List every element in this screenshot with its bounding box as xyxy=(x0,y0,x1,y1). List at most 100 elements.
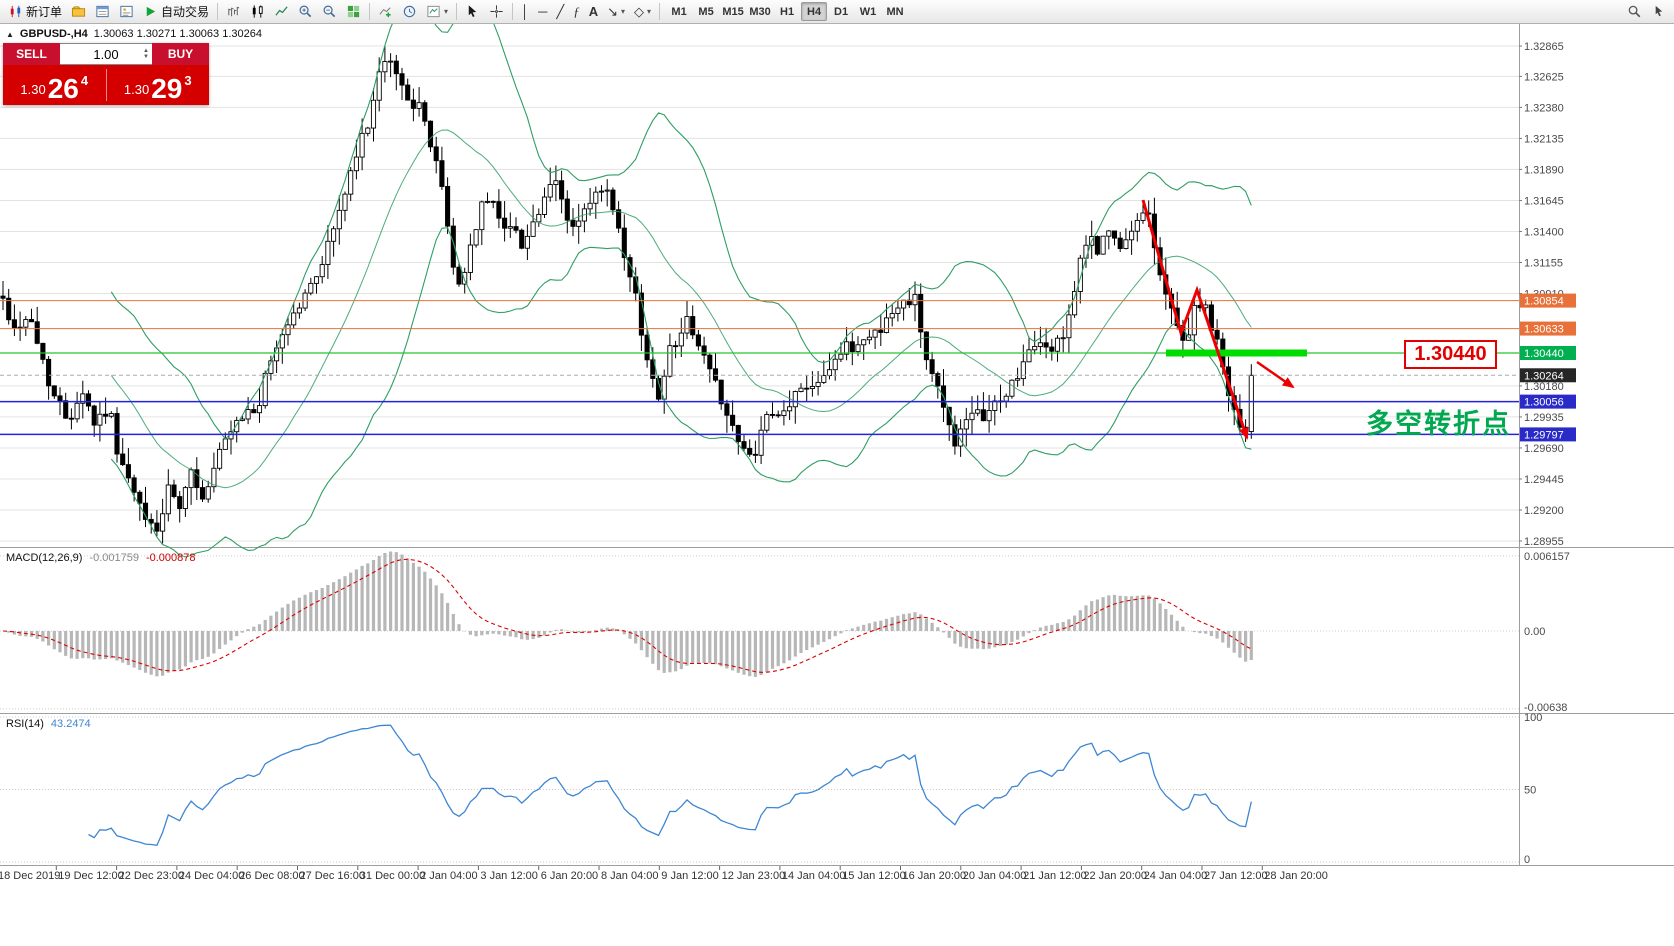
toolbar-separator xyxy=(512,3,514,20)
rsi-name: RSI(14) xyxy=(6,718,44,730)
horizontal-line-tool-button[interactable]: ─ xyxy=(534,2,551,22)
spinner-up-icon[interactable]: ▲ xyxy=(143,48,149,54)
tile-windows-button[interactable] xyxy=(342,2,365,22)
sell-price-sup: 4 xyxy=(80,73,89,88)
period-button[interactable] xyxy=(398,2,421,22)
pointer-button[interactable] xyxy=(1647,2,1670,22)
spinner-down-icon[interactable]: ▼ xyxy=(143,54,149,60)
svg-text:100: 100 xyxy=(1524,712,1542,724)
svg-text:1.29200: 1.29200 xyxy=(1524,505,1564,517)
timeframe-m15-button[interactable]: M15 xyxy=(720,2,746,21)
volume-spinner[interactable]: ▲ ▼ xyxy=(143,48,149,60)
buy-price-big: 29 xyxy=(151,72,183,104)
candlestick-chart-button[interactable] xyxy=(246,2,269,22)
level-lines xyxy=(0,300,1519,436)
vertical-line-tool-button[interactable]: │ xyxy=(517,2,533,22)
trendline-tool-button[interactable]: ╱ xyxy=(552,2,568,22)
macd-main-value: -0.001759 xyxy=(89,552,139,564)
timeframe-m1-button[interactable]: M1 xyxy=(666,2,692,21)
shapes-tool-button[interactable]: ◇ ▾ xyxy=(630,2,655,22)
timeframe-m30-button[interactable]: M30 xyxy=(747,2,773,21)
svg-text:-0.00638: -0.00638 xyxy=(1524,702,1567,714)
panel-separators xyxy=(0,24,1674,866)
arrow-tool-icon: ↘ xyxy=(607,4,619,19)
volume-value: 1.00 xyxy=(93,46,119,62)
quick-nav-icon[interactable]: ▲ xyxy=(6,29,14,39)
macd-name: MACD(12,26,9) xyxy=(6,552,83,564)
new-order-button[interactable]: 新订单 xyxy=(4,2,66,22)
crosshair-icon xyxy=(490,5,503,18)
svg-text:0.006157: 0.006157 xyxy=(1524,551,1570,563)
timeframe-m5-button[interactable]: M5 xyxy=(693,2,719,21)
chart-settings-icon xyxy=(427,5,440,18)
price-annotation-box[interactable]: 1.30440 xyxy=(1404,340,1497,369)
one-click-trading-panel: SELL 1.00 ▲ ▼ BUY 1.30 26 4 1.30 29 3 xyxy=(3,43,209,105)
arrows-tool-button[interactable]: ↘ ▾ xyxy=(603,2,629,22)
price-tag xyxy=(1520,427,1576,442)
navigator-button[interactable] xyxy=(115,2,138,22)
bar-chart-icon xyxy=(228,6,240,17)
line-chart-button[interactable] xyxy=(270,2,293,22)
chart-settings-button[interactable]: ▾ xyxy=(422,2,452,22)
buy-price[interactable]: 1.30 29 3 xyxy=(107,65,210,105)
market-watch-button[interactable] xyxy=(91,2,114,22)
macd-indicator-label: MACD(12,26,9) -0.001759 -0.000878 xyxy=(6,552,196,564)
zoom-in-button[interactable] xyxy=(294,2,317,22)
sell-price-prefix: 1.30 xyxy=(20,82,46,97)
zoom-out-button[interactable] xyxy=(318,2,341,22)
navigator-icon xyxy=(120,5,133,18)
ohlc-values: 1.30063 1.30271 1.30063 1.30264 xyxy=(93,28,262,40)
timeframe-mn-button[interactable]: MN xyxy=(882,2,908,21)
svg-text:1.30056: 1.30056 xyxy=(1524,397,1564,409)
buy-button[interactable]: BUY xyxy=(152,43,209,65)
svg-text:15 Jan 12:00: 15 Jan 12:00 xyxy=(842,870,906,882)
trendline-icon: ╱ xyxy=(556,4,565,19)
sell-price[interactable]: 1.30 26 4 xyxy=(3,65,106,105)
price-tag xyxy=(1520,394,1576,409)
sell-button[interactable]: SELL xyxy=(3,43,60,65)
search-button[interactable] xyxy=(1623,2,1646,22)
cursor-button[interactable] xyxy=(461,2,484,22)
svg-text:22 Jan 20:00: 22 Jan 20:00 xyxy=(1083,870,1147,882)
timeframe-d1-button[interactable]: D1 xyxy=(828,2,854,21)
toolbar-separator xyxy=(456,3,458,20)
svg-text:1.31645: 1.31645 xyxy=(1524,195,1564,207)
svg-text:1.29935: 1.29935 xyxy=(1524,412,1564,424)
text-tool-button[interactable]: A xyxy=(585,2,602,22)
buy-price-prefix: 1.30 xyxy=(123,82,150,97)
svg-text:6 Jan 20:00: 6 Jan 20:00 xyxy=(541,870,599,882)
svg-text:1.29445: 1.29445 xyxy=(1524,474,1564,486)
volume-field[interactable]: 1.00 ▲ ▼ xyxy=(60,43,152,65)
timeframe-h1-button[interactable]: H1 xyxy=(774,2,800,21)
svg-text:1.29797: 1.29797 xyxy=(1524,429,1564,441)
price-grid: 1.32865 1.32625 1.32380 1.32135 1.31890 1.316… xyxy=(0,41,1564,548)
indicators-button[interactable] xyxy=(374,2,397,22)
svg-text:14 Jan 04:00: 14 Jan 04:00 xyxy=(782,870,846,882)
macd-panel: 0.006157 0.00 -0.00638 xyxy=(0,551,1570,714)
new-order-label: 新订单 xyxy=(26,5,63,19)
svg-text:12 Jan 23:00: 12 Jan 23:00 xyxy=(722,870,786,882)
pointer-icon xyxy=(1655,5,1663,17)
timeframe-h4-button[interactable]: H4 xyxy=(801,2,828,21)
auto-trading-label: 自动交易 xyxy=(161,5,210,19)
svg-text:27 Jan 12:00: 27 Jan 12:00 xyxy=(1204,870,1268,882)
svg-text:1.30264: 1.30264 xyxy=(1524,370,1564,382)
price-tag xyxy=(1520,293,1576,308)
zoom-in-icon xyxy=(299,5,312,18)
bar-chart-button[interactable] xyxy=(222,2,245,22)
indicators-icon xyxy=(379,7,391,18)
svg-text:1.32380: 1.32380 xyxy=(1524,102,1564,114)
timeframe-w1-button[interactable]: W1 xyxy=(855,2,881,21)
svg-text:50: 50 xyxy=(1524,785,1536,797)
shapes-icon: ◇ xyxy=(634,4,645,19)
buy-price-sup: 3 xyxy=(184,73,192,88)
highlight-green-bar xyxy=(1166,349,1307,357)
macd-signal-value: -0.000878 xyxy=(145,552,196,564)
fibonacci-tool-button[interactable]: ƒ xyxy=(569,2,584,22)
market-watch-icon xyxy=(96,5,109,18)
svg-text:26 Dec 08:00: 26 Dec 08:00 xyxy=(239,870,304,882)
auto-trading-button[interactable]: 自动交易 xyxy=(139,2,213,22)
crosshair-button[interactable] xyxy=(485,2,508,22)
profiles-button[interactable] xyxy=(67,2,90,22)
